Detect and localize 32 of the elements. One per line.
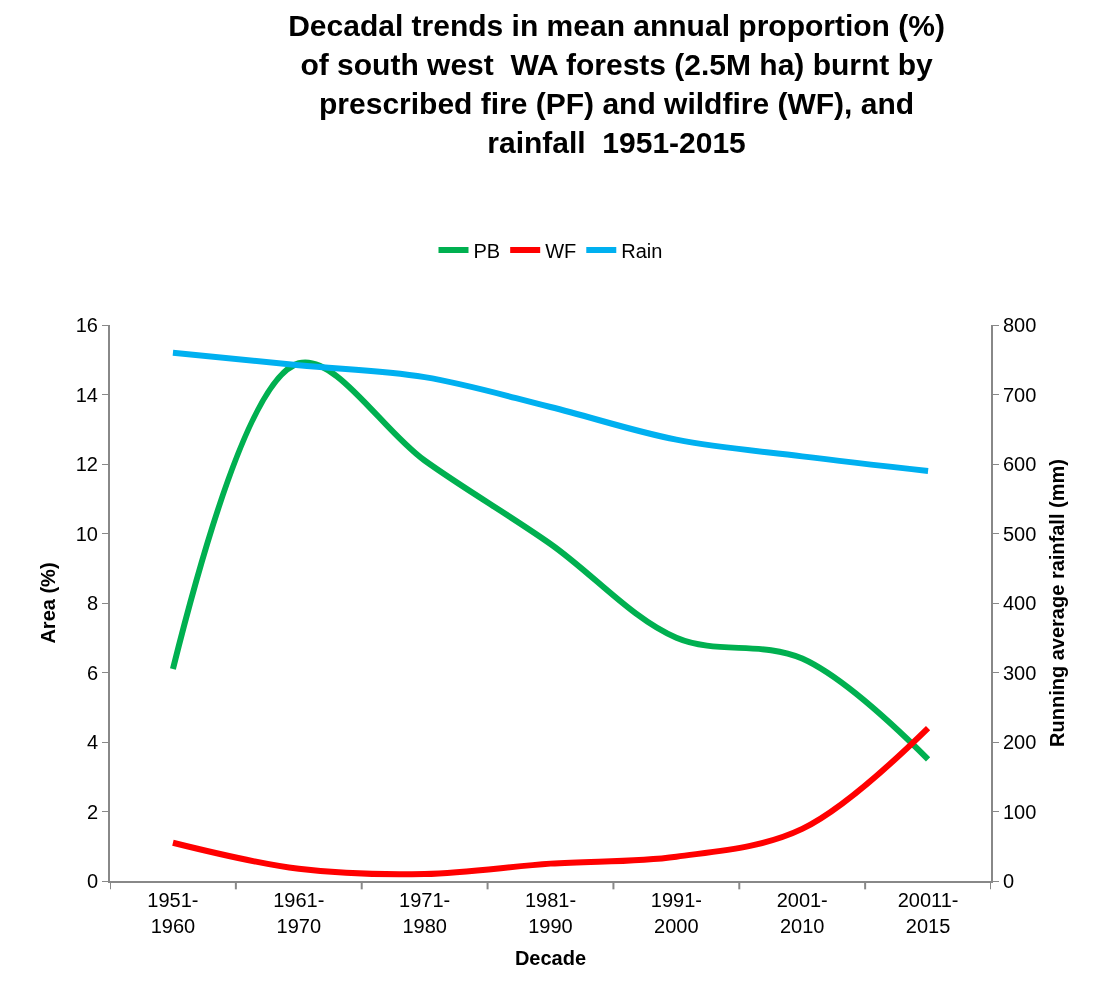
y2-tick-label: 700 — [1003, 383, 1037, 406]
x-tick-label: 1971- 1980 — [399, 889, 451, 937]
y-tick-label: 6 — [86, 661, 98, 684]
y2-tick-label: 500 — [1003, 522, 1037, 545]
x-tick-label: 20011- 2015 — [897, 889, 959, 937]
x-axis-title: Decade — [514, 947, 587, 969]
y-tick-label: 10 — [75, 522, 98, 545]
x-tick-label: 1951- 1960 — [147, 889, 199, 937]
y-tick-label: 4 — [86, 731, 98, 753]
y-tick-label: 0 — [86, 870, 98, 892]
y-tick-label: 2 — [86, 800, 98, 823]
legend-label: WF — [545, 239, 577, 262]
y2-axis-title: Running average rainfall (mm) — [1046, 459, 1069, 747]
x-tick-label: 2001- 2010 — [776, 889, 828, 937]
y2-tick-label: 400 — [1003, 592, 1037, 614]
y2-tick-label: 0 — [1003, 870, 1015, 892]
legend-label: Rain — [621, 239, 663, 262]
y2-tick-label: 800 — [1003, 314, 1037, 336]
y-axis-title: Area (%) — [36, 562, 59, 644]
chart-title: Decadal trends in mean annual proportion (%) of south west WA forests (2.5M ha) burnt by prescribed fire (PF) and wildfire (WF), and rainfall 1951-2015 — [288, 9, 945, 159]
y-tick-label: 12 — [75, 453, 98, 475]
y2-tick-label: 200 — [1003, 731, 1037, 753]
y2-tick-label: 600 — [1003, 453, 1037, 475]
y-tick-label: 8 — [86, 592, 98, 614]
y-tick-label: 16 — [75, 314, 98, 336]
legend-label: PB — [473, 239, 501, 262]
x-tick-label: 1981- 1990 — [524, 889, 577, 937]
y-tick-label: 14 — [75, 383, 98, 406]
y2-tick-label: 300 — [1003, 661, 1037, 684]
x-tick-label: 1961- 1970 — [273, 889, 325, 937]
x-tick-label: 1991- 2000 — [650, 889, 702, 937]
y2-tick-label: 100 — [1003, 800, 1037, 823]
